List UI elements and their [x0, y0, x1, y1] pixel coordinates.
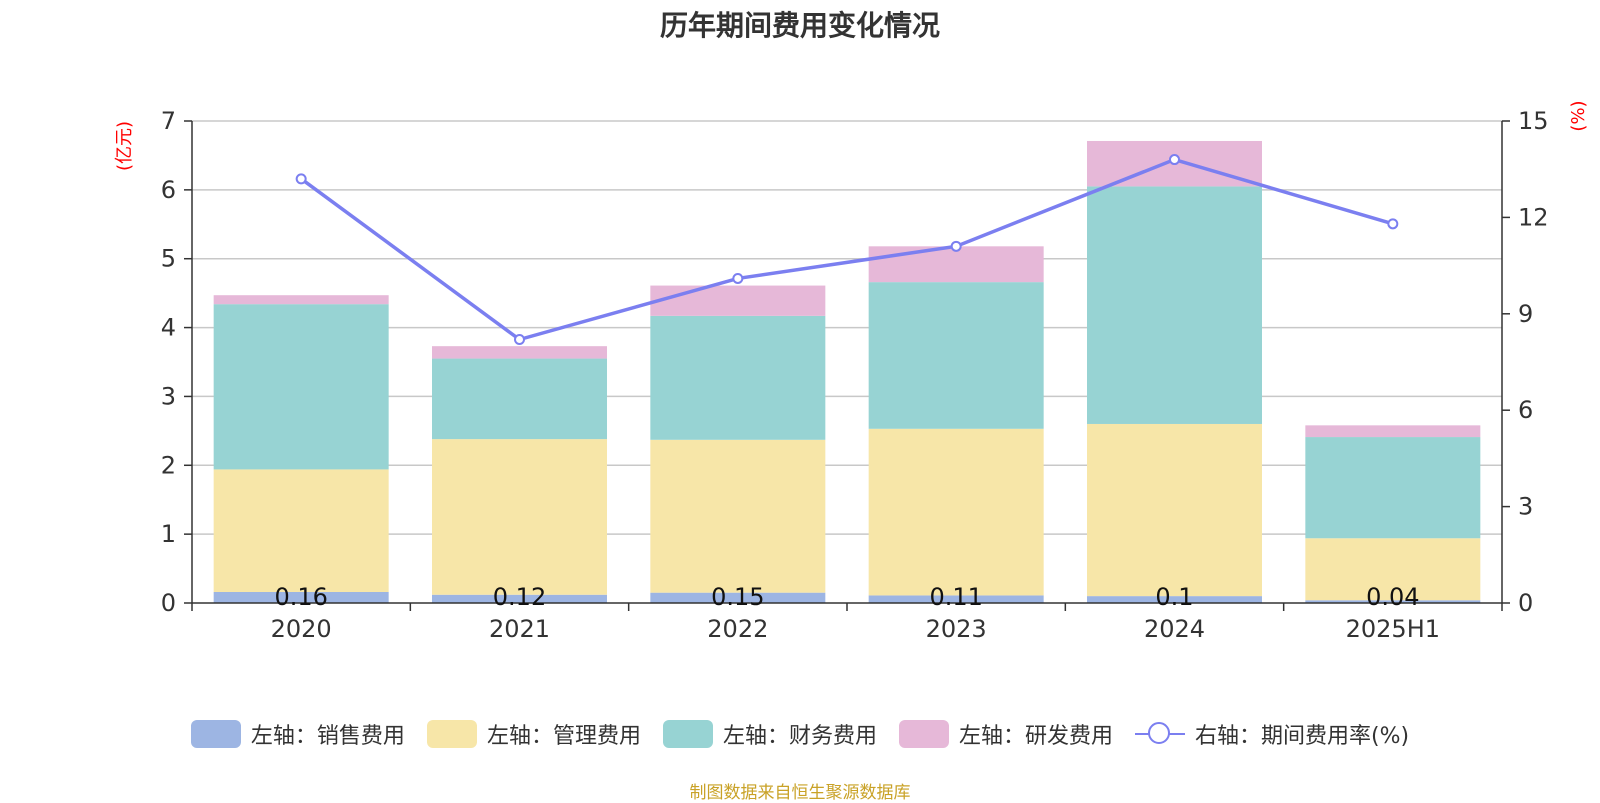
legend-item[interactable]: 左轴：研发费用: [898, 718, 1113, 750]
left-axis-tick-label: 1: [161, 520, 176, 548]
bar-segment-3: [868, 282, 1044, 429]
legend-item[interactable]: 左轴：管理费用: [426, 718, 641, 750]
legend-swatch: [426, 720, 477, 748]
legend: 左轴：销售费用 左轴：管理费用 左轴：财务费用 左轴：研发费用 右轴：期间费用率(%): [0, 718, 1600, 750]
bar-segment-3: [1087, 186, 1262, 424]
legend-swatch: [662, 720, 713, 748]
bar-segment-4: [213, 295, 389, 305]
x-axis-tick-label: 2020: [271, 615, 332, 643]
legend-item[interactable]: 右轴：期间费用率(%): [1134, 718, 1410, 750]
right-axis-tick-label: 15: [1518, 107, 1549, 135]
line-point: [950, 240, 962, 252]
bar-segment-1: [213, 591, 389, 603]
data-label: 0.1: [1155, 583, 1193, 611]
left-axis-tick-label: 3: [161, 382, 176, 410]
legend-line-marker: [1134, 720, 1185, 748]
left-axis-tick-label: 0: [161, 589, 176, 617]
right-axis-tick-label: 9: [1518, 300, 1533, 328]
right-axis-tick-label: 0: [1518, 589, 1533, 617]
chart-title: 历年期间费用变化情况: [659, 9, 940, 42]
series-line-expense-ratio: [300, 157, 1394, 342]
data-label: 0.15: [711, 583, 764, 611]
legend-swatch: [898, 720, 949, 748]
legend-item[interactable]: 左轴：销售费用: [190, 718, 405, 750]
data-label: 0.11: [929, 583, 982, 611]
bar-segment-2: [213, 469, 389, 592]
bar-segment-4: [432, 346, 607, 359]
legend-label: 左轴：财务费用: [722, 724, 877, 749]
line-point: [514, 334, 525, 346]
line-point: [295, 173, 307, 185]
bar-segment-3: [432, 358, 607, 440]
bar-segment-1: [1305, 600, 1481, 603]
legend-label: 左轴：研发费用: [958, 724, 1113, 749]
right-axis-tick-label: 3: [1518, 493, 1533, 521]
x-axis-tick-label: 2024: [1144, 615, 1205, 643]
left-axis-tick-label: 4: [161, 314, 176, 342]
legend-swatch: [190, 720, 241, 748]
legend-label: 右轴：期间费用率(%): [1194, 724, 1410, 749]
bar-segment-2: [432, 439, 607, 595]
right-axis-tick-label: 12: [1518, 203, 1549, 231]
bar-segment-4: [650, 285, 826, 316]
left-axis-tick-label: 2: [161, 451, 176, 479]
x-axis-tick-label: 2022: [707, 615, 768, 643]
bar-segment-4: [868, 246, 1044, 283]
bar-segment-2: [868, 428, 1044, 596]
x-axis-tick-label: 2025H1: [1346, 615, 1440, 643]
data-label: 0.12: [493, 583, 546, 611]
x-axis-tick-label: 2023: [926, 615, 987, 643]
bar-segment-1: [432, 594, 607, 603]
left-axis-unit: (亿元): [114, 121, 135, 171]
bar-segment-3: [650, 315, 826, 440]
source-footer: 制图数据来自恒生聚源数据库: [689, 783, 911, 803]
x-axis-tick-label: 2021: [489, 615, 550, 643]
left-axis-tick-label: 5: [161, 245, 176, 273]
bar-segment-2: [1087, 423, 1262, 597]
line-point: [732, 272, 744, 284]
bar-segment-3: [213, 304, 389, 470]
right-axis-unit: (%): [1568, 100, 1589, 131]
legend-label: 左轴：销售费用: [250, 724, 405, 749]
left-axis-tick-label: 7: [161, 107, 176, 135]
bar-segment-1: [868, 595, 1044, 603]
line-point: [1387, 218, 1399, 230]
bar-segment-1: [650, 592, 826, 603]
data-label: 0.04: [1366, 583, 1419, 611]
bar-segment-3: [1305, 437, 1481, 539]
legend-label: 左轴：管理费用: [486, 724, 641, 749]
right-axis-tick-label: 6: [1518, 396, 1533, 424]
data-label: 0.16: [274, 583, 327, 611]
left-axis-tick-label: 6: [161, 176, 176, 204]
line-point: [1169, 154, 1180, 166]
legend-item[interactable]: 左轴：财务费用: [662, 718, 877, 750]
bar-segment-4: [1305, 425, 1481, 438]
bar-segment-2: [650, 439, 826, 593]
bar-segment-1: [1087, 596, 1262, 603]
bar-segment-2: [1305, 538, 1481, 601]
